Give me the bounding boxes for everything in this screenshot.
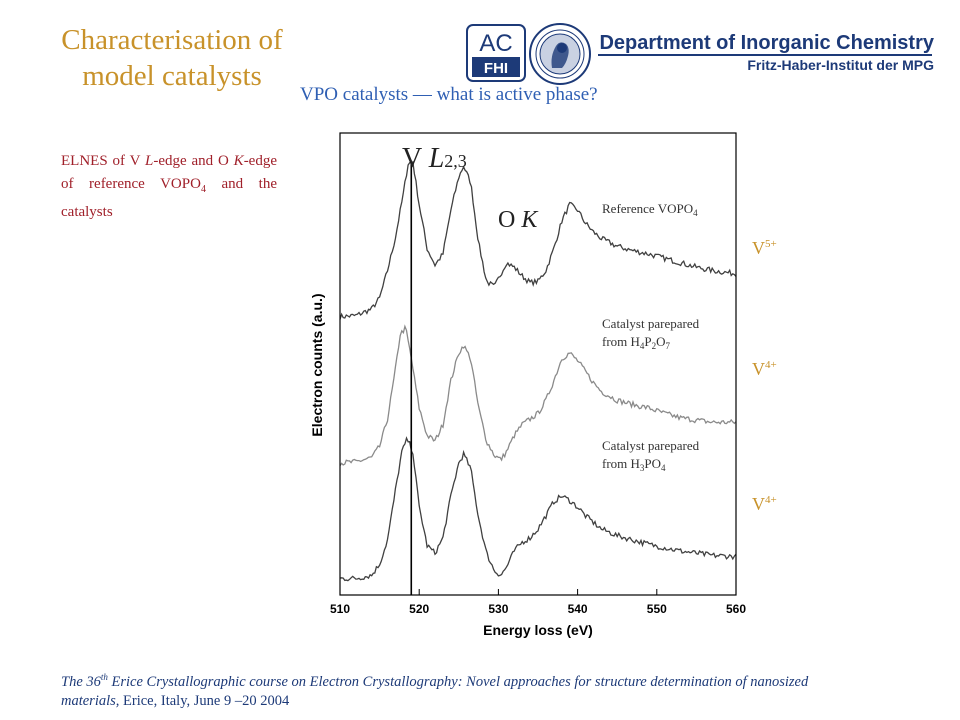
spectrum-series-0 <box>339 161 737 320</box>
spectrum-series-2 <box>339 436 737 582</box>
logo-text-bottom: FHI <box>484 60 508 77</box>
mpg-seal-icon <box>529 23 591 85</box>
caption-subscript: 4 <box>200 184 206 195</box>
series-label-h3po4-formula: from H3PO4 <box>602 456 666 473</box>
oxidation-label-v4-second: V4+ <box>752 494 777 514</box>
department-name: Department of Inorganic Chemistry <box>599 32 934 54</box>
x-axis-label: Energy loss (eV) <box>483 622 593 638</box>
series-label-h4p2o7: Catalyst parepared <box>602 316 700 331</box>
y-axis-label: Electron counts (a.u.) <box>309 293 325 436</box>
department-rule <box>598 54 932 56</box>
footer-text: Erice, Italy, June 9 –20 2004 <box>119 692 290 709</box>
footer-citation: The 36th Erice Crystallographic course o… <box>61 668 841 711</box>
spectrum-series-1 <box>339 324 737 467</box>
institute-name: Fritz-Haber-Institut der MPG <box>747 57 934 73</box>
figure-caption: ELNES of V L-edge and O K-edge of refere… <box>61 150 277 224</box>
x-tick-label: 530 <box>488 602 508 616</box>
x-tick-label: 550 <box>647 602 667 616</box>
caption-text: and the catalysts <box>61 176 278 220</box>
plot-frame <box>339 132 737 596</box>
x-tick-label: 560 <box>726 602 746 616</box>
v-l-edge-annotation: V L2,3 <box>402 143 467 174</box>
x-tick-label: 510 <box>330 602 350 616</box>
oxidation-label-v4-first: V4+ <box>752 359 777 379</box>
series-label-h4p2o7-formula: from H4P2O7 <box>602 334 671 351</box>
caption-l-edge: L <box>144 153 154 169</box>
slide-subtitle: VPO catalysts — what is active phase? <box>300 84 598 105</box>
x-tick-labels: 510 520 530 540 550 560 <box>330 602 746 616</box>
caption-k-edge: K <box>233 153 244 169</box>
elnes-chart: 510 520 530 540 550 560 Energy loss (eV) Elec… <box>309 132 746 638</box>
logo-text-top: AC <box>479 30 512 57</box>
footer-superscript: th <box>100 672 108 682</box>
slide-title-line-1: Characterisation of <box>61 24 283 56</box>
series-label-h3po4: Catalyst parepared <box>602 438 700 453</box>
footer-text: The 36 <box>61 673 101 690</box>
caption-text: -edge of reference VOPO <box>61 153 277 192</box>
x-tick-label: 520 <box>409 602 429 616</box>
oxidation-label-v5: V5+ <box>752 238 777 258</box>
slide-title-line-2: model catalysts <box>82 60 262 92</box>
o-k-edge-annotation: O K <box>498 207 539 233</box>
series-label-reference: Reference VOPO4 <box>602 201 698 218</box>
footer-text: Erice Crystallographic course on Electro… <box>61 673 809 709</box>
ac-fhi-logo: AC FHI <box>466 24 526 82</box>
slide-title: Characterisation of model catalysts <box>38 22 306 94</box>
chart-lines <box>339 161 737 582</box>
x-tick-label: 540 <box>568 602 588 616</box>
x-tick-marks <box>339 589 737 595</box>
caption-text: -edge and O <box>153 153 234 169</box>
caption-text: ELNES of V <box>61 153 145 169</box>
